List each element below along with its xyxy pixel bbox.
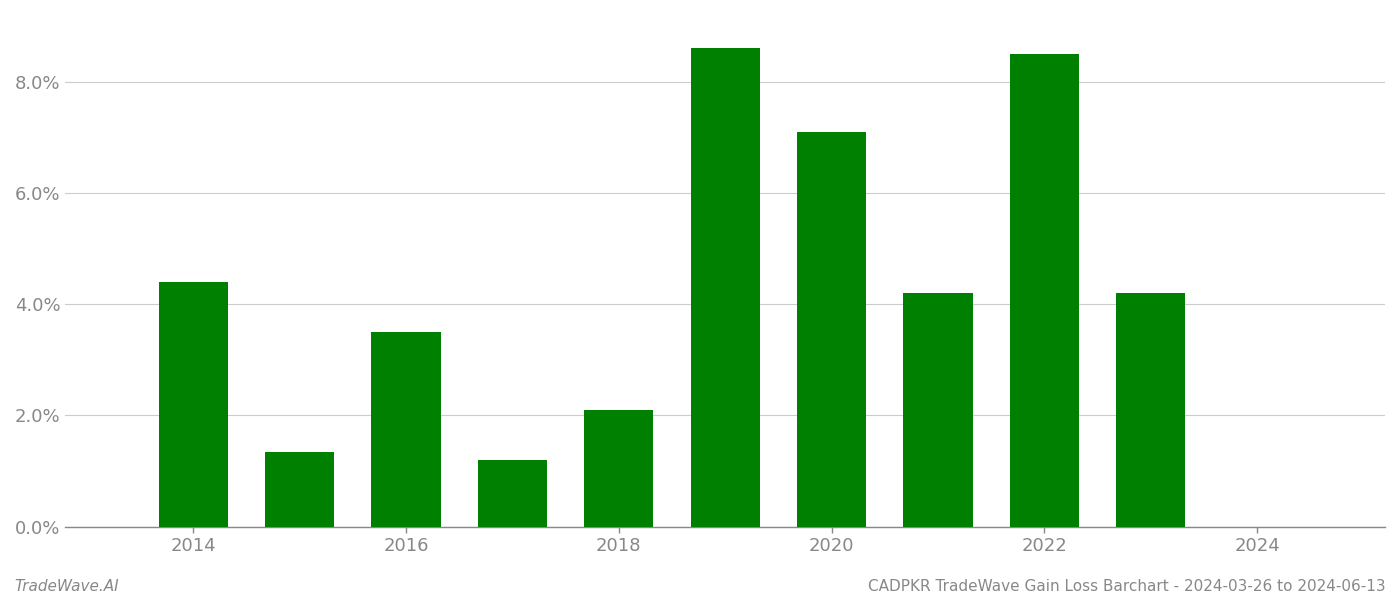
Bar — [1009, 54, 1079, 527]
Bar — [1116, 293, 1186, 527]
Text: CADPKR TradeWave Gain Loss Barchart - 2024-03-26 to 2024-06-13: CADPKR TradeWave Gain Loss Barchart - 20… — [868, 579, 1386, 594]
Text: TradeWave.AI: TradeWave.AI — [14, 579, 119, 594]
Bar — [903, 293, 973, 527]
Bar — [158, 282, 228, 527]
Bar — [690, 49, 760, 527]
Bar — [265, 452, 335, 527]
Bar — [797, 132, 867, 527]
Bar — [584, 410, 654, 527]
Bar — [371, 332, 441, 527]
Bar — [477, 460, 547, 527]
